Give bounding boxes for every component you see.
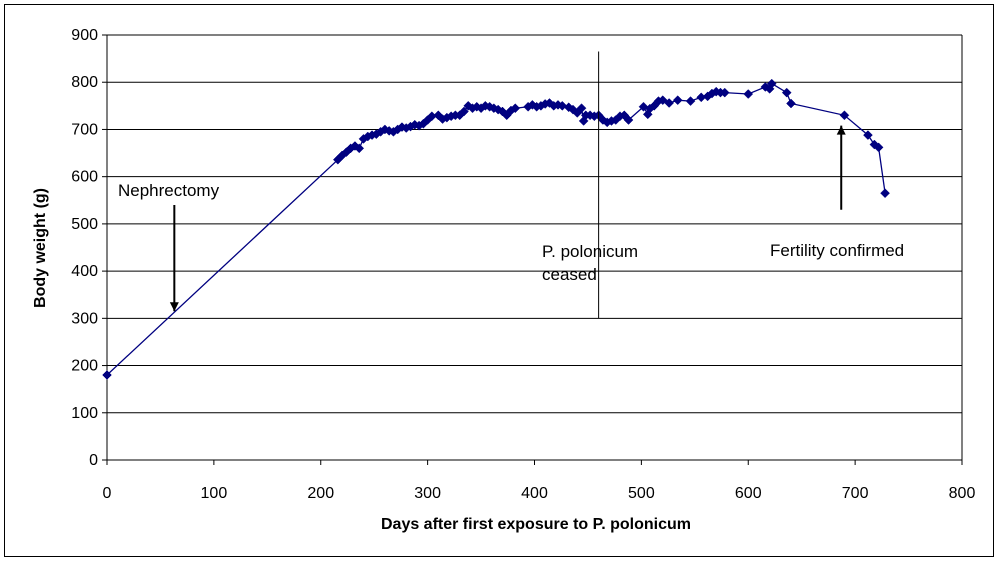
data-point-87: [781, 87, 792, 98]
annotation-nephrectomy: Nephrectomy: [118, 181, 220, 200]
data-point-88: [786, 98, 796, 109]
data-point-30: [459, 106, 469, 117]
axes: [102, 34, 963, 465]
data-point-76: [685, 96, 696, 106]
x-tick-label-100: 100: [201, 485, 228, 502]
gridlines: [107, 34, 962, 414]
data-point-90: [863, 130, 873, 140]
nephrectomy-arrow-head: [169, 302, 179, 312]
y-axis-title: Body weight (g): [32, 188, 49, 308]
x-tick-label-300: 300: [414, 485, 441, 502]
data-point-6: [354, 143, 365, 154]
y-tick-label-700: 700: [71, 121, 98, 138]
data-point-89: [839, 110, 850, 121]
data-point-83: [743, 89, 754, 99]
y-tick-label-100: 100: [71, 405, 98, 422]
y-tick-label-900: 900: [71, 27, 98, 44]
y-tick-label-600: 600: [71, 169, 98, 186]
data-point-75: [672, 95, 683, 106]
y-tick-label-0: 0: [89, 452, 98, 469]
y-tick-label-200: 200: [71, 358, 98, 375]
data-point-82: [719, 87, 730, 98]
annotation-polonicum-ceased-line-1: ceased: [542, 265, 597, 284]
data-point-55: [576, 103, 587, 114]
x-tick-label-800: 800: [949, 485, 976, 502]
x-tick-label-600: 600: [735, 485, 762, 502]
x-tick-label-400: 400: [521, 485, 548, 502]
data-point-93: [880, 188, 890, 199]
x-tick-label-200: 200: [307, 485, 334, 502]
data-point-51: [557, 100, 568, 111]
y-tick-label-500: 500: [71, 216, 98, 233]
data-point-67: [623, 115, 634, 125]
data-point-42: [510, 103, 521, 114]
data-point-74: [664, 98, 675, 108]
y-tick-label-300: 300: [71, 310, 98, 327]
x-tick-labels: 0 100 200 300 400 500 600 700 800: [103, 485, 976, 502]
chart-frame: [4, 4, 994, 557]
x-tick-label-500: 500: [628, 485, 655, 502]
data-point-92: [873, 142, 884, 153]
series-group: [102, 78, 890, 380]
annotations-group: Nephrectomy P. polonicum ceased Fertility c…: [118, 51, 904, 319]
fertility-arrow-head: [836, 125, 846, 135]
x-axis-title: Days after first exposure to P. polonicu…: [381, 516, 691, 533]
annotation-fertility-confirmed: Fertility confirmed: [770, 241, 904, 260]
data-point-0: [102, 370, 112, 380]
y-tick-labels: 0 100 200 300 400 500 600 700 800 900: [71, 27, 98, 469]
series-line-0: [106, 82, 886, 376]
data-point-86: [766, 78, 777, 89]
y-tick-label-800: 800: [71, 74, 98, 91]
y-tick-label-400: 400: [71, 263, 98, 280]
x-tick-label-700: 700: [842, 485, 869, 502]
x-tick-label-0: 0: [103, 485, 112, 502]
annotation-polonicum-ceased-line-0: P. polonicum: [542, 242, 638, 261]
